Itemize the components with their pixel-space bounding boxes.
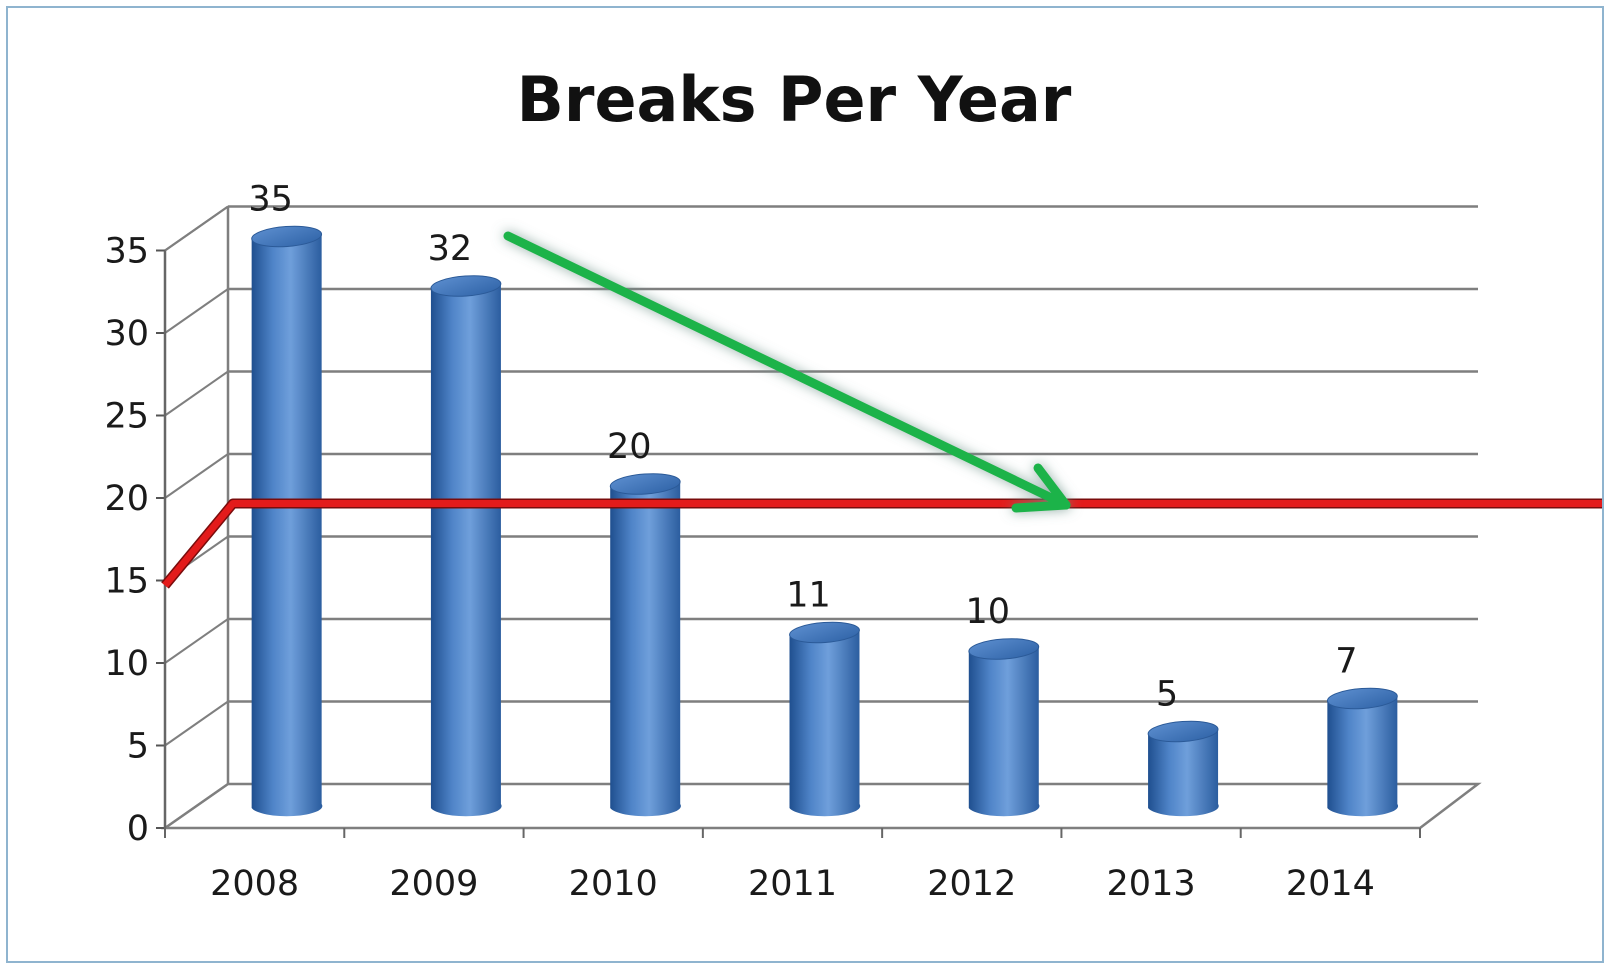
bar-cap-2008 xyxy=(251,225,323,248)
chart-frame: Breaks Per Year 0 5 10 15 20 25 30 35 2008 2009 20… xyxy=(6,6,1604,963)
chart-svg: Breaks Per Year 0 5 10 15 20 25 30 35 2008 2009 20… xyxy=(104,63,1602,904)
bar-2011 xyxy=(789,621,861,817)
x-tick-label-2009: 2009 xyxy=(389,864,478,904)
bar-cap-2013 xyxy=(1147,720,1219,743)
side-gridline-10 xyxy=(164,618,229,664)
y-tick-label-20: 20 xyxy=(104,479,149,519)
x-tick-label-2012: 2012 xyxy=(927,864,1016,904)
reference-line-outline xyxy=(161,498,1602,589)
bar-cap-2010 xyxy=(609,473,681,495)
data-label-2014: 7 xyxy=(1335,642,1357,682)
y-tick-label-25: 25 xyxy=(104,397,149,437)
bar-2008 xyxy=(251,225,323,817)
bar-cap-2014 xyxy=(1326,687,1398,710)
bars-layer: 35 32 20 11 10 5 7 xyxy=(248,180,1399,817)
trend-arrow-shaft xyxy=(503,231,1071,510)
side-gridline-25 xyxy=(164,370,229,417)
y-tick-label-15: 15 xyxy=(104,562,149,602)
x-tick-label-2013: 2013 xyxy=(1107,864,1196,904)
bar-body-2013 xyxy=(1148,729,1219,817)
y-tick-label-10: 10 xyxy=(104,644,149,684)
x-tick-label-2010: 2010 xyxy=(569,864,658,904)
bar-body-2009 xyxy=(430,284,502,817)
x-tick-label-2008: 2008 xyxy=(210,864,299,904)
data-label-2012: 10 xyxy=(966,592,1011,632)
y-tick-label-35: 35 xyxy=(104,232,149,272)
bar-body-2014 xyxy=(1327,696,1399,817)
bar-body-2012 xyxy=(968,647,1040,817)
bar-cap-2011 xyxy=(789,621,860,644)
overlay-layer xyxy=(161,231,1602,589)
bar-cap-2012 xyxy=(968,638,1040,660)
data-label-2011: 11 xyxy=(786,576,831,616)
data-label-2009: 32 xyxy=(428,229,473,269)
data-label-2008: 35 xyxy=(248,180,293,220)
trend-arrow xyxy=(503,231,1071,513)
x-tick-label-2014: 2014 xyxy=(1286,864,1375,904)
bar-body-2010 xyxy=(610,482,681,817)
data-label-2010: 20 xyxy=(607,427,652,467)
y-tick-label-5: 5 xyxy=(127,727,149,767)
side-wall-top xyxy=(164,205,229,252)
trend-arrow-head xyxy=(1011,463,1071,513)
bar-body-2008 xyxy=(251,234,323,817)
data-label-2013: 5 xyxy=(1156,675,1178,715)
y-tick-label-30: 30 xyxy=(104,314,149,354)
chart-title: Breaks Per Year xyxy=(517,63,1072,136)
side-gridline-30 xyxy=(164,288,229,334)
bar-2014 xyxy=(1326,687,1399,817)
reference-line xyxy=(162,500,1602,588)
bar-2013 xyxy=(1147,720,1219,817)
floor-outline xyxy=(161,782,1482,830)
bar-2010 xyxy=(609,473,681,817)
side-gridline-5 xyxy=(164,700,229,747)
bar-body-2011 xyxy=(789,630,861,817)
bar-2009 xyxy=(430,275,502,817)
side-gridline-20 xyxy=(164,453,229,499)
bar-2012 xyxy=(968,638,1040,817)
y-tick-label-0: 0 xyxy=(127,809,149,849)
bar-cap-2009 xyxy=(430,275,502,297)
x-tick-label-2011: 2011 xyxy=(748,864,837,904)
